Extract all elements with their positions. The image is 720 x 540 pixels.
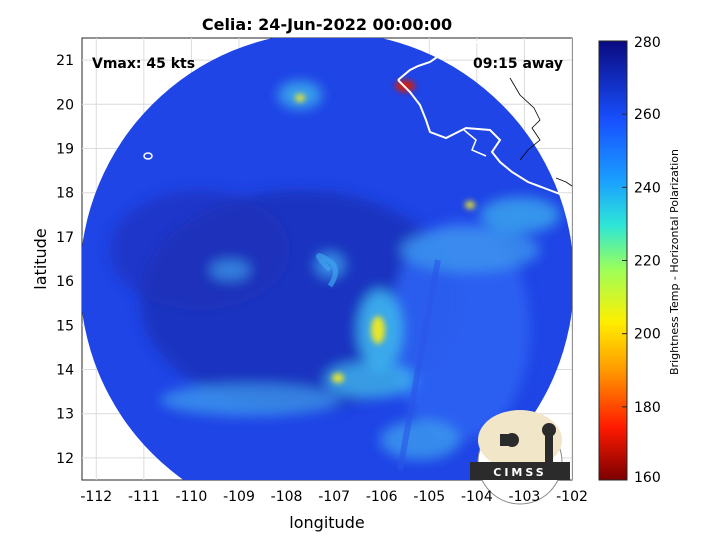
x-tick-label: -109 [223,489,255,505]
x-tick-label: -103 [509,489,541,505]
x-tick-label: -108 [271,489,303,505]
colorbar-ticks: 160 180 200 220 240 260 280 [622,35,661,486]
y-tick-label: 20 [56,97,74,113]
colorbar-tick-label: 240 [634,180,661,196]
y-tick-label: 14 [56,363,74,379]
x-tick-label: -102 [556,489,588,505]
x-axis-ticks: -112 -111 -110 -109 -108 -107 -106 -105 -104 -103… [80,489,588,505]
coastline [397,41,572,197]
colorbar-tick-label: 200 [634,327,661,343]
colorbar-label: Brightness Temp - Horizontal Polarizatio… [668,149,681,375]
microwave-swath [82,38,572,480]
y-tick-label: 15 [56,318,74,334]
y-axis-ticks: 12 13 14 15 16 17 18 19 20 21 [56,53,74,467]
y-tick-label: 13 [56,407,74,423]
chart-title: Celia: 24-Jun-2022 00:00:00 [202,15,452,34]
y-axis-label: latitude [31,228,50,289]
y-tick-label: 17 [56,230,74,246]
y-tick-label: 19 [56,142,74,158]
x-tick-label: -112 [80,489,112,505]
cimss-logo: CIMSS [470,410,570,505]
colorbar-tick-label: 180 [634,400,661,416]
x-tick-label: -106 [366,489,398,505]
colorbar-tick-label: 220 [634,254,661,270]
colorbar-tick-label: 160 [634,470,661,486]
x-tick-label: -107 [318,489,350,505]
vmax-annotation: Vmax: 45 kts [92,56,195,72]
x-tick-label: -105 [413,489,445,505]
y-tick-label: 12 [56,451,74,467]
colorbar-tick-label: 280 [634,35,661,51]
y-tick-label: 16 [56,274,74,290]
time-away-annotation: 09:15 away [473,56,563,72]
y-tick-label: 21 [56,53,74,69]
logo-text: CIMSS [493,466,546,479]
x-tick-label: -104 [461,489,493,505]
colorbar-tick-label: 260 [634,107,661,123]
x-tick-label: -110 [176,489,208,505]
y-tick-label: 18 [56,186,74,202]
island-outline [143,152,153,160]
x-axis-label: longitude [289,513,364,532]
x-tick-label: -111 [128,489,160,505]
